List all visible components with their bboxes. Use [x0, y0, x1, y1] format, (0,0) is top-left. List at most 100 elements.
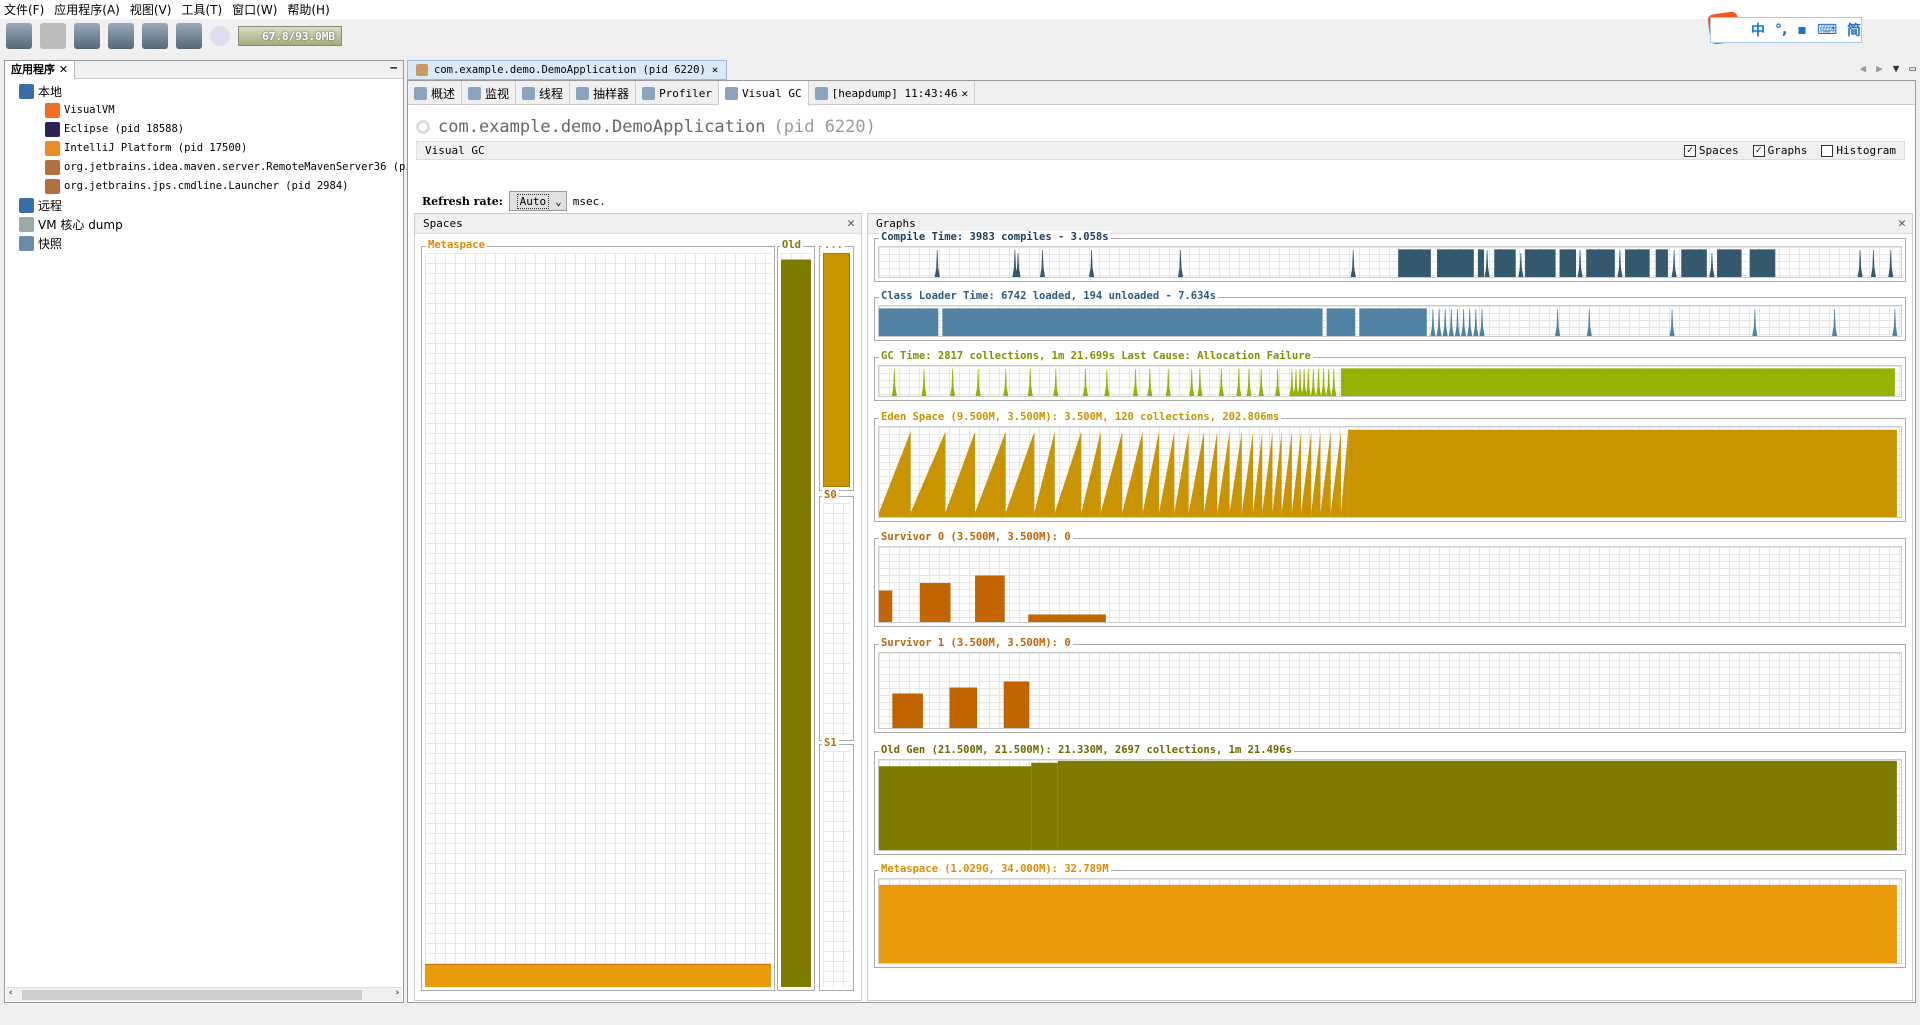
ime-punctuation[interactable]: °,	[1775, 22, 1788, 38]
graph-spike	[1617, 250, 1623, 277]
tree-item[interactable]: org.jetbrains.idea.maven.server.RemoteMa…	[45, 158, 418, 176]
tab-threads[interactable]: 线程	[516, 81, 571, 105]
close-spaces-icon[interactable]: ✕	[847, 216, 855, 231]
graph-block	[879, 884, 1897, 963]
tab-overview[interactable]: 概述	[408, 81, 463, 105]
scrollbar-thumb[interactable]	[22, 990, 362, 1000]
close-icon[interactable]: ✕	[961, 86, 969, 100]
checkbox-icon	[1821, 145, 1834, 157]
tree-item[interactable]: 远程	[19, 196, 62, 214]
view-tabs: 概述 监视 线程 抽样器 Profiler Visual GC [heapdump] 11:…	[408, 81, 1915, 106]
graph-block	[1326, 308, 1356, 336]
tab-label: 概述	[431, 86, 456, 101]
ime-keyboard-icon[interactable]: ⌨	[1816, 22, 1838, 38]
memory-indicator[interactable]: 67.8/93.0MB	[238, 26, 342, 46]
menu-window[interactable]: 窗口(W)	[232, 3, 278, 17]
s0-area	[823, 503, 850, 737]
graph-sawtooth	[1320, 431, 1331, 517]
gc-clock-icon[interactable]	[210, 26, 230, 46]
tree-item[interactable]: 快照	[19, 234, 62, 252]
tab-visual-gc[interactable]: Visual GC	[719, 81, 809, 106]
application-view: 概述 监视 线程 抽样器 Profiler Visual GC [heapdump] 11:…	[407, 80, 1916, 1003]
close-graphs-icon[interactable]: ✕	[1898, 216, 1906, 231]
graph-spike	[1305, 369, 1311, 396]
graph-spike	[1752, 309, 1758, 336]
scroll-left-icon[interactable]: ‹	[8, 988, 14, 998]
close-icon[interactable]: ✕	[58, 63, 69, 76]
visualvm-icon	[45, 102, 60, 118]
tab-label: [heapdump] 11:43:46	[831, 86, 958, 100]
visual-gc-icon	[725, 87, 739, 100]
ime-simplified[interactable]: 简	[1847, 23, 1862, 39]
save-icon[interactable]	[40, 23, 66, 49]
document-tab[interactable]: com.example.demo.DemoApplication (pid 62…	[407, 60, 728, 80]
add-snapshot-icon[interactable]	[176, 23, 202, 49]
checkbox-label: Histogram	[1836, 144, 1896, 157]
histogram-checkbox[interactable]: Histogram	[1821, 142, 1896, 160]
graph-block	[1586, 249, 1615, 277]
menu-help[interactable]: 帮助(H)	[287, 3, 330, 17]
tree-item[interactable]: 本地	[19, 82, 62, 100]
tree-item[interactable]: VM 核心 dump	[19, 215, 123, 233]
graph-spike	[1258, 369, 1264, 396]
tree-item[interactable]: Eclipse (pid 18588)	[45, 120, 184, 138]
graph-spike	[1310, 369, 1316, 396]
maximize-icon[interactable]: ▭	[1909, 62, 1916, 75]
graph-spike	[1053, 369, 1059, 396]
graph-spike	[975, 369, 981, 396]
ime-chinese-mode[interactable]: 中	[1751, 23, 1765, 39]
scroll-tabs-left-icon[interactable]: ◀	[1859, 62, 1867, 75]
add-jmx-connection-icon[interactable]	[108, 23, 134, 49]
graphs-checkbox[interactable]: ✓ Graphs	[1752, 142, 1807, 160]
scroll-right-icon[interactable]: ›	[394, 988, 400, 998]
add-remote-host-icon[interactable]	[74, 23, 100, 49]
tree-item[interactable]: IntelliJ Platform (pid 17500)	[45, 139, 247, 157]
tab-heapdump-11-43-46[interactable]: [heapdump] 11:43:46 ✕	[809, 81, 976, 105]
refresh-rate-select[interactable]: Auto ⌄	[508, 191, 567, 211]
graph-spike	[1461, 309, 1467, 336]
tab-monitor[interactable]: 监视	[462, 81, 517, 105]
graph-2: GC Time: 2817 collections, 1m 21.699s La…	[874, 350, 1906, 401]
tree-item[interactable]: VisualVM	[45, 101, 115, 119]
graph-sawtooth	[1122, 431, 1143, 517]
overview-icon	[414, 86, 427, 100]
checkbox-label: Spaces	[1698, 144, 1739, 157]
close-icon[interactable]: ✕	[711, 64, 719, 76]
menu-view[interactable]: 视图(V)	[129, 3, 172, 17]
ime-skin-icon[interactable]: ▪	[1797, 22, 1807, 38]
spaces-panel: Spaces ✕ Metaspace Old ... S0 S1	[414, 213, 862, 1001]
graph-sawtooth	[1262, 431, 1273, 517]
tab-sampler[interactable]: 抽样器	[570, 81, 637, 105]
old-space: Old	[777, 239, 815, 991]
tab-profiler[interactable]: Profiler	[636, 81, 720, 105]
checkbox-icon: ✓	[1752, 145, 1765, 157]
graph-spike	[1479, 309, 1485, 336]
tab-label: 监视	[485, 86, 510, 101]
old-area	[781, 253, 811, 987]
menu-application[interactable]: 应用程序(A)	[54, 3, 120, 17]
applications-tab[interactable]: 应用程序 ✕	[5, 61, 76, 79]
scroll-tabs-right-icon[interactable]: ▶	[1876, 62, 1883, 75]
graph-sawtooth	[1203, 431, 1218, 517]
old-label: Old	[780, 239, 803, 251]
graph-spike	[1147, 369, 1153, 396]
graph-sawtooth	[1159, 431, 1175, 517]
spaces-checkbox[interactable]: ✓ Spaces	[1683, 142, 1739, 160]
graph-spike	[1012, 250, 1018, 277]
horizontal-scrollbar[interactable]: ‹ ›	[6, 987, 402, 1001]
tree-item[interactable]: org.jetbrains.jps.cmdline.Launcher (pid …	[45, 177, 348, 195]
threads-icon	[522, 86, 536, 100]
tree-item-label: 远程	[38, 198, 63, 213]
add-coredump-icon[interactable]	[142, 23, 168, 49]
graph-svg	[879, 760, 1897, 850]
graph-spike	[1832, 309, 1838, 336]
open-file-icon[interactable]	[6, 23, 32, 49]
menu-file[interactable]: 文件(F)	[4, 3, 45, 17]
graph-spike	[1870, 250, 1876, 277]
menu-tools[interactable]: 工具(T)	[181, 3, 223, 17]
refresh-rate-value: Auto	[516, 193, 550, 209]
graph-title: GC Time: 2817 collections, 1m 21.699s La…	[879, 350, 1313, 362]
minimize-icon[interactable]: —	[390, 61, 397, 74]
graphs-panel: Graphs ✕ Compile Time: 3983 compiles - 3.…	[867, 213, 1913, 1001]
tab-list-dropdown-icon[interactable]: ▼	[1892, 62, 1900, 75]
